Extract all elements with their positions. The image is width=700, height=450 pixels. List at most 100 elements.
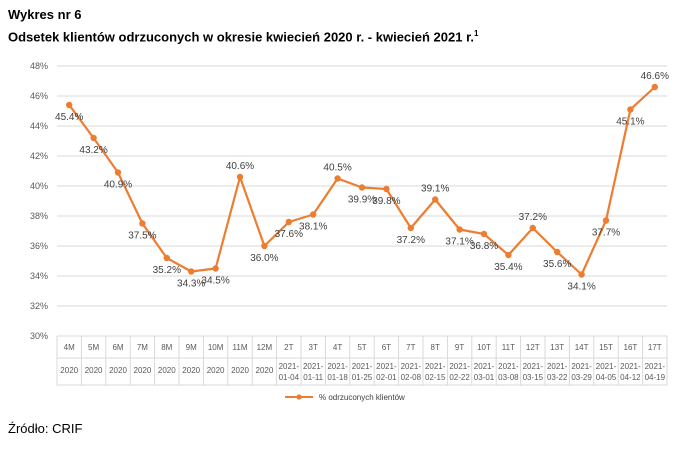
- legend-label: % odrzuconych klientów: [319, 393, 405, 402]
- data-label: 46.6%: [641, 71, 669, 82]
- x-tick-label: 15T: [599, 343, 613, 352]
- data-label: 39.1%: [421, 184, 449, 195]
- x-tick-sublabel: 2021-: [547, 362, 568, 371]
- x-tick-label: 5M: [88, 343, 99, 352]
- x-tick-label: 16T: [624, 343, 638, 352]
- x-tick-label: 12T: [526, 343, 540, 352]
- x-tick-sublabel: 2020: [207, 366, 225, 375]
- legend: % odrzuconych klientów: [285, 393, 405, 402]
- data-point: [236, 173, 244, 181]
- y-tick-label: 38%: [30, 211, 48, 221]
- x-tick-sublabel: 2021-: [303, 362, 324, 371]
- y-tick-label: 36%: [30, 241, 48, 251]
- data-point: [66, 101, 73, 109]
- data-point: [139, 220, 146, 227]
- data-point: [529, 224, 536, 232]
- y-tick-label: 44%: [30, 121, 48, 131]
- y-tick-label: 42%: [30, 151, 48, 161]
- x-tick-sublabel: 02-15: [425, 373, 446, 382]
- x-tick-sublabel: 02-01: [376, 373, 397, 382]
- series-layer: [66, 83, 658, 278]
- x-tick-sublabel: 2021-: [376, 362, 397, 371]
- y-tick-label: 32%: [30, 301, 48, 311]
- x-tick-sublabel: 2021-: [571, 362, 592, 371]
- x-tick-label: 11T: [502, 343, 515, 352]
- x-tick-sublabel: 2021-: [352, 362, 373, 371]
- x-tick-sublabel: 01-25: [352, 373, 373, 382]
- x-tick-sublabel: 03-22: [547, 373, 568, 382]
- x-tick-sublabel: 2020: [60, 366, 78, 375]
- data-point: [310, 211, 317, 218]
- data-label: 45.1%: [616, 117, 644, 128]
- x-axis: 4M 2020 5M 2020 6M 2020 7M 2020 8M 2020 9M 2020 10M 2…: [56, 335, 668, 386]
- data-labels-layer: 45.4% 43.2% 40.9% 37.5% 35.2% 34.3%34.5% 40.6%…: [55, 71, 669, 293]
- y-tick-label: 34%: [30, 271, 48, 281]
- data-label: 40.6%: [226, 161, 254, 172]
- data-label: 35.2%: [153, 265, 181, 276]
- data-label: 35.4%: [494, 262, 522, 273]
- x-tick-sublabel: 2021-: [279, 362, 300, 371]
- x-tick-sublabel: 03-15: [523, 373, 544, 382]
- x-tick-label: 3T: [309, 343, 318, 352]
- x-tick-sublabel: 2020: [182, 366, 200, 375]
- x-tick-sublabel: 2021-: [620, 362, 641, 371]
- chart-title-text: Odsetek klientów odrzuconych w okresie k…: [8, 29, 475, 45]
- data-label: 37.2%: [397, 235, 425, 246]
- data-point: [651, 83, 658, 91]
- data-point: [627, 106, 634, 113]
- data-label: 38.1%: [299, 222, 327, 233]
- x-tick-sublabel: 2020: [256, 366, 274, 375]
- x-tick-sublabel: 2020: [231, 366, 249, 375]
- x-tick-label: 13T: [550, 343, 564, 352]
- x-tick-label: 2T: [284, 343, 293, 352]
- x-tick-sublabel: 01-11: [303, 373, 323, 382]
- data-label: 34.3%: [177, 279, 205, 290]
- x-tick-sublabel: 2021-: [401, 362, 422, 371]
- x-tick-sublabel: 01-18: [327, 373, 348, 382]
- x-tick-sublabel: 04-19: [645, 373, 666, 382]
- x-tick-label: 7T: [406, 343, 415, 352]
- x-tick-sublabel: 2020: [134, 366, 152, 375]
- x-tick-sublabel: 2020: [85, 366, 103, 375]
- data-label: 37.2%: [519, 212, 547, 223]
- x-tick-sublabel: 2021-: [474, 362, 495, 371]
- x-tick-label: 4M: [64, 343, 75, 352]
- x-tick-sublabel: 2021-: [645, 362, 666, 371]
- x-tick-sublabel: 2020: [158, 366, 176, 375]
- x-tick-sublabel: 2021-: [498, 362, 519, 371]
- x-tick-sublabel: 2021-: [523, 362, 544, 371]
- x-tick-label: 7M: [137, 343, 148, 352]
- data-label: 39.8%: [372, 196, 400, 207]
- data-point: [90, 134, 97, 142]
- data-point: [163, 254, 170, 262]
- chart-kicker: Wykres nr 6: [8, 7, 82, 22]
- data-point: [261, 242, 268, 250]
- data-point: [432, 196, 439, 203]
- data-point: [212, 265, 219, 272]
- data-point: [114, 169, 122, 176]
- data-label: 39.9%: [348, 195, 376, 206]
- y-tick-label: 48%: [30, 61, 48, 71]
- x-tick-label: 6T: [382, 343, 391, 352]
- x-tick-sublabel: 04-12: [620, 373, 641, 382]
- title-footnote-marker: 1: [474, 29, 479, 38]
- x-tick-sublabel: 2021-: [449, 362, 470, 371]
- legend-marker: [296, 394, 302, 400]
- data-label: 36.8%: [470, 241, 498, 252]
- data-label: 43.2%: [79, 145, 107, 156]
- x-tick-label: 4T: [333, 343, 342, 352]
- x-tick-sublabel: 03-08: [498, 373, 519, 382]
- x-tick-sublabel: 03-01: [474, 373, 495, 382]
- x-tick-label: 10T: [477, 343, 491, 352]
- x-tick-sublabel: 2020: [109, 366, 127, 375]
- line-chart: 30% 32% 34% 36% 38% 40% 42% 44% 46% 48% 4M 2020 5M 2…: [30, 61, 669, 402]
- x-tick-label: 17T: [648, 343, 662, 352]
- data-point: [505, 251, 512, 259]
- data-label: 45.4%: [55, 112, 83, 123]
- x-tick-label: 12M: [257, 343, 273, 352]
- x-tick-label: 5T: [357, 343, 366, 352]
- x-tick-label: 11M: [233, 343, 248, 352]
- data-label: 34.5%: [201, 276, 229, 287]
- data-point: [285, 218, 292, 226]
- data-label: 40.9%: [104, 180, 132, 191]
